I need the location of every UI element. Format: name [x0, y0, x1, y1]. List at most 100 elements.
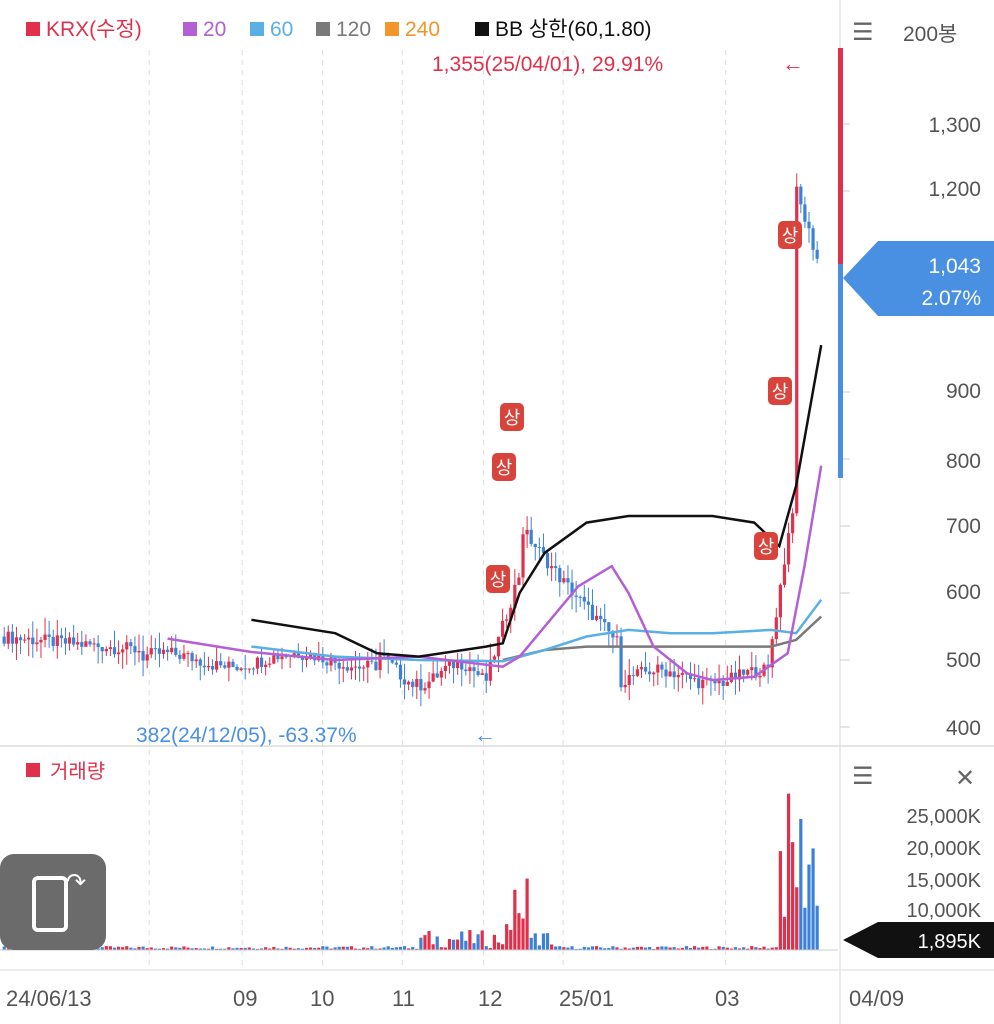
volume-bar: [304, 947, 309, 950]
volume-bar: [586, 947, 590, 950]
volume-menu-icon[interactable]: ☰: [852, 763, 874, 790]
upper-limit-badge-text: 상: [490, 570, 507, 590]
candle-body: [615, 636, 619, 638]
volume-bar: [615, 947, 619, 950]
volume-bar: [770, 947, 774, 950]
candle-body: [92, 643, 96, 645]
candle-body: [750, 667, 754, 671]
candle-body: [541, 547, 546, 553]
candle-body: [219, 661, 223, 666]
volume-bar: [382, 947, 386, 950]
legend-ma20: 20: [203, 18, 226, 41]
volume-bar: [407, 948, 411, 950]
volume-bar: [153, 948, 157, 950]
volume-bar: [313, 947, 317, 950]
volume-bar: [137, 946, 141, 950]
candle-body: [112, 647, 117, 655]
volume-bar: [186, 947, 190, 950]
volume-bar: [692, 946, 697, 950]
rotate-screen-button[interactable]: ↷: [0, 854, 106, 950]
volume-bar: [206, 948, 211, 950]
x-tick: 24/06/13: [6, 986, 92, 1011]
candle-body: [554, 566, 558, 568]
volume-bar: [100, 947, 104, 950]
volume-bar: [733, 947, 738, 950]
volume-bar: [762, 946, 766, 950]
candle-body: [104, 649, 108, 652]
volume-bar: [705, 946, 709, 950]
volume-bar: [488, 947, 492, 950]
candle-body: [39, 639, 43, 643]
volume-bar: [296, 948, 300, 950]
x-tick: 25/01: [559, 986, 614, 1011]
candle-body: [198, 659, 202, 666]
candle-body: [562, 578, 566, 583]
volume-bar: [178, 947, 182, 950]
volume-bar: [807, 864, 811, 950]
candle-body: [672, 671, 676, 678]
volume-bar: [337, 946, 341, 950]
candle-body: [84, 641, 88, 647]
volume-bar: [447, 939, 452, 950]
candle-body: [2, 636, 6, 644]
volume-bar: [268, 948, 272, 950]
volume-bar: [623, 947, 627, 950]
candle-body: [378, 654, 382, 671]
volume-bar: [550, 944, 554, 950]
volume-bar: [517, 913, 521, 950]
volume-bar: [456, 939, 460, 950]
volume-bar: [423, 935, 427, 950]
volume-bar: [607, 948, 611, 950]
candle-body: [235, 666, 239, 671]
candle-body: [799, 186, 803, 205]
candle-body: [427, 681, 431, 689]
volume-bar: [317, 947, 321, 950]
ma60-line: [251, 598, 823, 663]
candle-body: [431, 673, 435, 682]
close-icon[interactable]: ✕: [955, 765, 975, 792]
candle-body: [656, 664, 660, 673]
candle-body: [660, 664, 664, 670]
legend-bb-upper: BB 상한(60,1.80): [495, 18, 652, 41]
menu-icon[interactable]: ☰: [852, 19, 874, 46]
candle-body: [476, 671, 480, 675]
candle-body: [239, 668, 243, 671]
volume-bar: [574, 948, 578, 950]
volume-legend-swatch: [26, 763, 40, 777]
candle-body: [545, 552, 550, 569]
volume-bar: [398, 946, 403, 950]
candle-body: [807, 221, 811, 229]
candle-body: [358, 666, 362, 669]
volume-bar: [664, 946, 668, 950]
volume-bar: [129, 947, 133, 950]
volume-bar: [247, 947, 251, 950]
volume-bar: [652, 948, 656, 950]
volume-bar: [272, 946, 276, 950]
volume-bar: [386, 946, 390, 950]
candle-body: [635, 669, 640, 676]
price-tick: 900: [946, 380, 981, 403]
candle-body: [676, 674, 680, 678]
volume-bar: [525, 878, 529, 950]
x-tick-current: 04/09: [849, 986, 904, 1011]
price-axis: 1,300 1,200 900 800 700 600 500 400: [928, 114, 981, 740]
candle-body: [353, 666, 358, 668]
period-label[interactable]: 200봉: [903, 23, 957, 46]
candle-body: [566, 578, 570, 583]
volume-bar: [345, 946, 349, 950]
candle-body: [578, 596, 582, 598]
volume-bar: [435, 936, 439, 950]
candle-body: [72, 637, 76, 645]
upper-limit-badge-text: 상: [772, 382, 789, 402]
candle-body: [496, 636, 501, 657]
volume-bar: [635, 946, 640, 950]
volume-bar: [672, 947, 676, 950]
candle-body: [133, 646, 137, 653]
volume-bar: [566, 947, 570, 950]
volume-bar: [460, 931, 464, 950]
current-change: 2.07%: [921, 287, 981, 310]
candle-body: [6, 631, 10, 644]
candle-body: [59, 635, 63, 639]
upper-limit-badge: [500, 403, 524, 431]
volume-bar: [676, 948, 680, 950]
